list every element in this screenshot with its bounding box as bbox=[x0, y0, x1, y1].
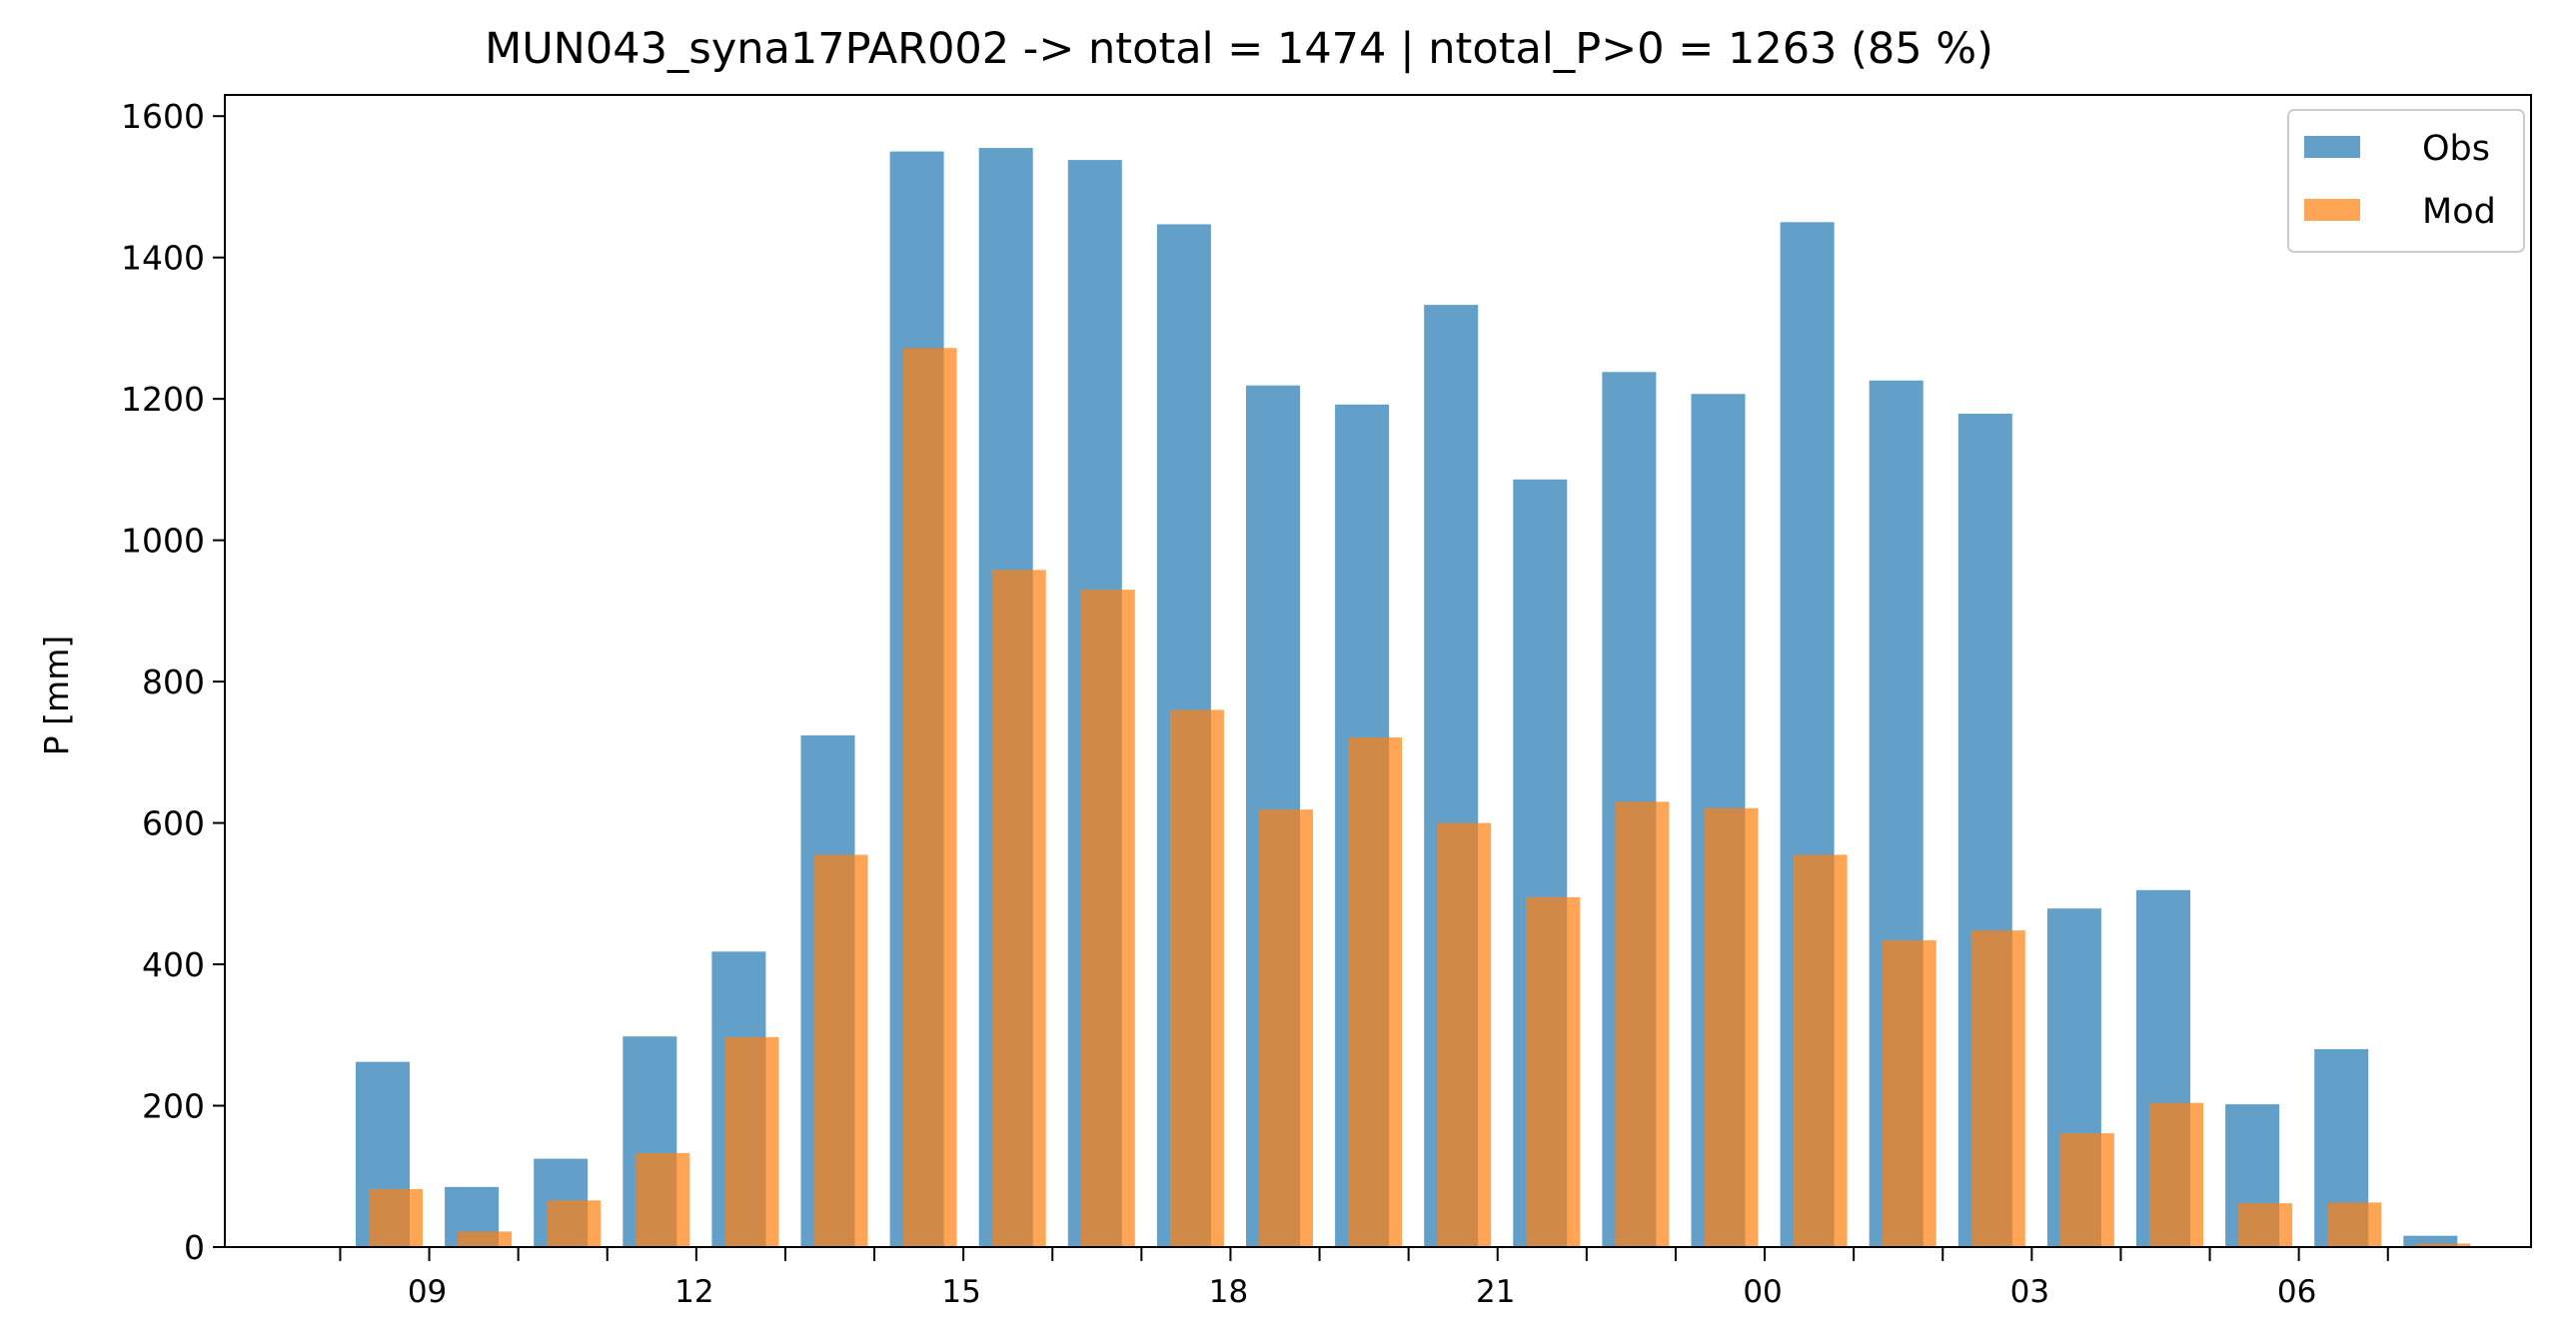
plot-frame bbox=[224, 94, 2532, 1248]
x-tick-label: 06 bbox=[2277, 1274, 2316, 1310]
y-tick-label: 600 bbox=[142, 804, 205, 843]
mod-bar-06 bbox=[2327, 1202, 2382, 1247]
legend: Obs Mod bbox=[2287, 109, 2525, 253]
y-tick-label: 200 bbox=[142, 1087, 205, 1126]
y-tick-label: 1400 bbox=[121, 239, 205, 278]
x-tick-label: 18 bbox=[1209, 1274, 1248, 1310]
mod-bar-08 bbox=[369, 1188, 423, 1247]
mod-bar-04 bbox=[2149, 1102, 2203, 1247]
mod-bar-11 bbox=[636, 1152, 690, 1247]
x-tick-label: 21 bbox=[1476, 1274, 1515, 1310]
mod-bar-19 bbox=[1348, 736, 1403, 1247]
mod-bar-17 bbox=[1169, 709, 1224, 1247]
mod-bar-20 bbox=[1437, 822, 1492, 1247]
mod-bar-16 bbox=[1080, 590, 1135, 1247]
legend-label-mod: Mod bbox=[2422, 192, 2496, 232]
mod-bar-03 bbox=[2059, 1133, 2114, 1247]
x-tick-label: 12 bbox=[674, 1274, 713, 1310]
chart-title: MUN043_syna17PAR002 -> ntotal = 1474 | n… bbox=[485, 24, 1993, 74]
x-tick-label: 00 bbox=[1743, 1274, 1782, 1310]
obs-bar-07 bbox=[2403, 1235, 2458, 1247]
mod-bar-23 bbox=[1704, 807, 1759, 1247]
mod-bar-00 bbox=[1793, 854, 1848, 1247]
obs-bars bbox=[356, 148, 2458, 1248]
y-tick-label: 400 bbox=[142, 945, 205, 984]
y-tick-label: 1000 bbox=[121, 522, 205, 561]
x-tick-label: 03 bbox=[2010, 1274, 2049, 1310]
mod-bar-21 bbox=[1526, 896, 1581, 1247]
x-axis-ticks: 09 12 15 18 21 00 03 06 bbox=[339, 1247, 2389, 1310]
y-axis-label: P [mm] bbox=[37, 636, 76, 755]
y-tick-label: 1200 bbox=[121, 380, 205, 419]
y-tick-label: 800 bbox=[142, 663, 205, 701]
mod-bar-22 bbox=[1615, 801, 1670, 1247]
mod-bar-15 bbox=[991, 570, 1046, 1247]
legend-swatch-mod bbox=[2304, 199, 2360, 221]
y-tick-label: 0 bbox=[184, 1228, 205, 1267]
legend-swatch-obs bbox=[2304, 136, 2360, 158]
mod-bar-05 bbox=[2238, 1203, 2293, 1247]
legend-label-obs: Obs bbox=[2422, 129, 2490, 169]
y-tick-label: 1600 bbox=[121, 97, 205, 136]
y-axis-ticks: 0 200 400 600 800 1000 1200 1400 1600 bbox=[121, 97, 225, 1267]
mod-bar-12 bbox=[724, 1036, 779, 1247]
x-tick-label: 09 bbox=[408, 1274, 447, 1310]
mod-bar-02 bbox=[1970, 930, 2025, 1247]
mod-bar-14 bbox=[902, 348, 957, 1247]
mod-bars bbox=[369, 348, 2471, 1247]
mod-bar-10 bbox=[547, 1200, 602, 1247]
mod-bar-07 bbox=[2416, 1243, 2471, 1247]
mod-bar-01 bbox=[1882, 940, 1936, 1247]
x-tick-label: 15 bbox=[941, 1274, 980, 1310]
mod-bar-13 bbox=[813, 854, 868, 1247]
mod-bar-18 bbox=[1259, 809, 1313, 1247]
mod-bar-09 bbox=[458, 1231, 513, 1247]
